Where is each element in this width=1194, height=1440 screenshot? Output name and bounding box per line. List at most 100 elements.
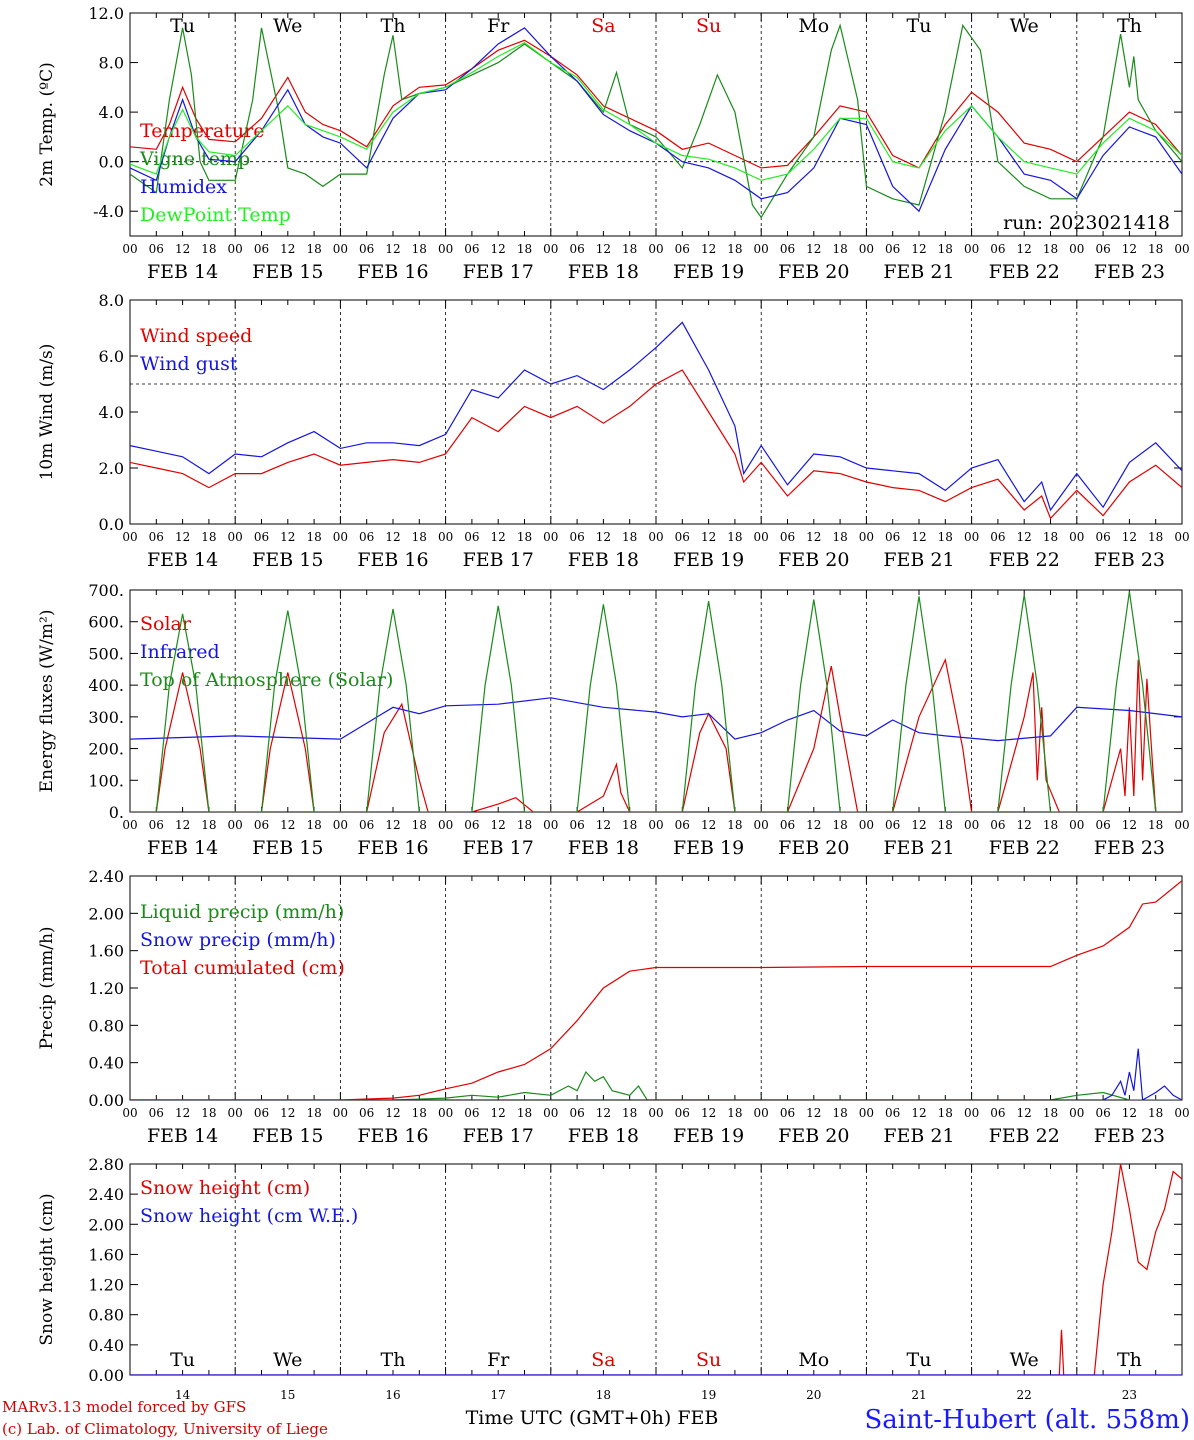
hour-label: 12 xyxy=(911,530,926,544)
hour-label: 06 xyxy=(885,1106,900,1120)
hour-label: 00 xyxy=(333,242,348,256)
hour-label: 18 xyxy=(832,242,847,256)
series-line-dewpoint-temp xyxy=(130,41,1182,181)
day-label: FEB 22 xyxy=(989,837,1060,859)
hour-label: 06 xyxy=(464,242,479,256)
hour-label: 18 xyxy=(727,1106,742,1120)
hour-label: 18 xyxy=(517,1106,532,1120)
weekday-label: We xyxy=(273,1349,302,1371)
hour-label: 00 xyxy=(1174,242,1189,256)
day-label: FEB 19 xyxy=(673,261,744,283)
day-label: FEB 23 xyxy=(1094,261,1165,283)
hour-label: 06 xyxy=(885,530,900,544)
series-line-infrared xyxy=(130,697,1182,742)
hour-label: 00 xyxy=(543,530,558,544)
hour-label: 00 xyxy=(228,818,243,832)
y-axis-label: Energy fluxes (W/m²) xyxy=(37,610,57,793)
day-label: FEB 21 xyxy=(883,837,954,859)
hour-label: 18 xyxy=(306,818,321,832)
hour-label: 18 xyxy=(201,530,216,544)
hour-label: 00 xyxy=(122,1106,137,1120)
hour-label: 18 xyxy=(306,1106,321,1120)
hour-label: 06 xyxy=(359,242,374,256)
hour-label: 00 xyxy=(754,1106,769,1120)
hour-label: 06 xyxy=(464,818,479,832)
x-axis-title: Time UTC (GMT+0h) FEB xyxy=(466,1407,719,1429)
weekday-label: Su xyxy=(696,1349,721,1371)
weekday-label: Mo xyxy=(798,1349,829,1371)
hour-label: 18 xyxy=(1148,1106,1163,1120)
hour-label: 18 xyxy=(938,818,953,832)
hour-label: 00 xyxy=(122,242,137,256)
hour-label: 18 xyxy=(622,1106,637,1120)
day-label: FEB 19 xyxy=(673,837,744,859)
day-label: FEB 21 xyxy=(883,261,954,283)
weekday-label: Fr xyxy=(487,1349,510,1371)
hour-label: 06 xyxy=(254,242,269,256)
legend-entry: Wind gust xyxy=(140,353,238,375)
series-line-vigne-temp xyxy=(130,23,1182,219)
hour-label: 12 xyxy=(280,818,295,832)
day-label: FEB 15 xyxy=(252,837,323,859)
y-tick-label: 0.40 xyxy=(88,1054,124,1073)
hour-label: 00 xyxy=(859,242,874,256)
day-number: 14 xyxy=(175,1388,191,1402)
hour-label: 00 xyxy=(964,1106,979,1120)
hour-label: 18 xyxy=(832,818,847,832)
day-label: FEB 23 xyxy=(1094,837,1165,859)
hour-label: 00 xyxy=(1069,818,1084,832)
hour-label: 12 xyxy=(596,1106,611,1120)
hour-label: 12 xyxy=(385,1106,400,1120)
y-axis-label: Precip (mm/h) xyxy=(37,926,57,1049)
hour-label: 06 xyxy=(149,530,164,544)
day-label: FEB 15 xyxy=(252,1125,323,1147)
y-tick-label: 200. xyxy=(88,740,124,759)
day-number: 21 xyxy=(911,1388,926,1402)
y-tick-label: 0.0 xyxy=(99,153,124,172)
hour-label: 12 xyxy=(806,242,821,256)
day-label: FEB 18 xyxy=(568,1125,639,1147)
y-tick-label: 0.80 xyxy=(88,1016,124,1035)
hour-label: 18 xyxy=(201,1106,216,1120)
y-tick-label: 2.40 xyxy=(88,867,124,886)
hour-label: 18 xyxy=(412,530,427,544)
hour-label: 06 xyxy=(254,1106,269,1120)
day-label: FEB 14 xyxy=(147,1125,218,1147)
hour-label: 00 xyxy=(228,530,243,544)
y-tick-label: 0.80 xyxy=(88,1306,124,1325)
hour-label: 18 xyxy=(201,242,216,256)
hour-label: 12 xyxy=(175,242,190,256)
hour-label: 06 xyxy=(675,530,690,544)
hour-label: 18 xyxy=(727,818,742,832)
hour-label: 06 xyxy=(254,818,269,832)
hour-label: 18 xyxy=(727,530,742,544)
hour-label: 06 xyxy=(1095,242,1110,256)
y-tick-label: 2.80 xyxy=(88,1155,124,1174)
run-annotation: run: 2023021418 xyxy=(1003,212,1170,234)
hour-label: 06 xyxy=(359,530,374,544)
y-tick-label: 8.0 xyxy=(99,291,124,310)
hour-label: 12 xyxy=(280,1106,295,1120)
hour-label: 00 xyxy=(648,530,663,544)
hour-label: 18 xyxy=(1148,530,1163,544)
hour-label: 00 xyxy=(648,242,663,256)
legend-entry: DewPoint Temp xyxy=(140,204,291,226)
y-tick-label: 600. xyxy=(88,613,124,632)
legend-entry: Top of Atmosphere (Solar) xyxy=(140,669,393,691)
hour-label: 00 xyxy=(964,530,979,544)
weekday-label: Sa xyxy=(591,15,615,37)
y-tick-label: 100. xyxy=(88,771,124,790)
hour-label: 06 xyxy=(780,1106,795,1120)
legend-entry: Total cumulated (cm) xyxy=(140,957,345,979)
hour-label: 12 xyxy=(491,1106,506,1120)
series-line-solar xyxy=(130,657,1182,812)
y-tick-label: 2.00 xyxy=(88,904,124,923)
hour-label: 00 xyxy=(333,818,348,832)
hour-label: 12 xyxy=(596,242,611,256)
hour-label: 00 xyxy=(859,1106,874,1120)
legend-entry: Vigne temp xyxy=(139,148,250,170)
hour-label: 18 xyxy=(622,530,637,544)
hour-label: 12 xyxy=(806,1106,821,1120)
y-tick-label: 1.20 xyxy=(88,979,124,998)
hour-label: 12 xyxy=(385,818,400,832)
